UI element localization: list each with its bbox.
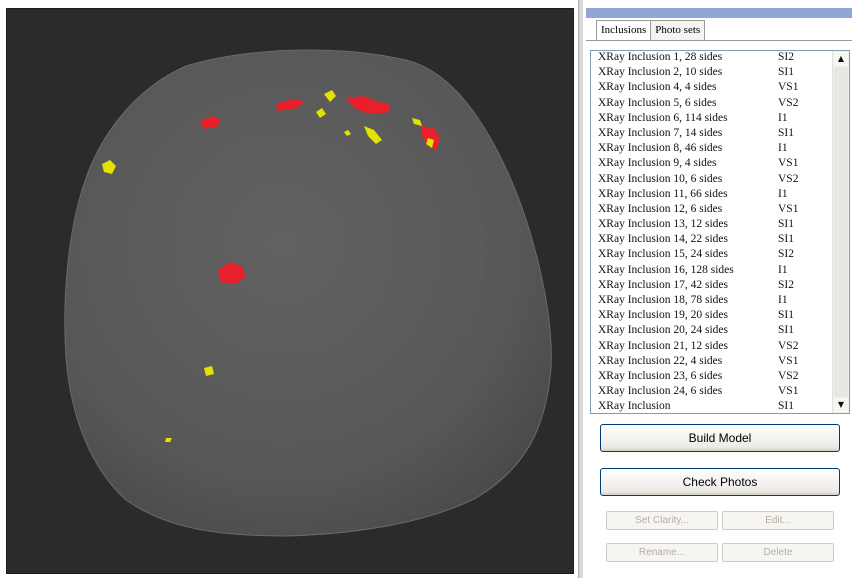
set-clarity-button[interactable]: Set Clarity... [606, 511, 718, 530]
list-item[interactable]: XRay Inclusion 4, 4 sides VS1 [591, 81, 831, 96]
inclusion-name: XRay Inclusion 23, 6 sides [598, 369, 723, 382]
inclusion-grade: SI1 [778, 66, 794, 79]
rename-button[interactable]: Rename... [606, 543, 718, 562]
inclusion-grade: VS1 [778, 81, 799, 94]
inclusion-grade: SI1 [778, 400, 794, 413]
list-item[interactable]: XRay Inclusion 13, 12 sides SI1 [591, 218, 831, 233]
list-item[interactable]: XRay Inclusion 19, 20 sides SI1 [591, 309, 831, 324]
inclusion-name: XRay Inclusion 10, 6 sides [598, 172, 723, 185]
inclusion-name: XRay Inclusion [598, 400, 671, 413]
inclusion-name: XRay Inclusion 17, 42 sides [598, 278, 729, 291]
list-item[interactable]: XRay Inclusion 21, 12 sides VS2 [591, 340, 831, 355]
inclusion-name: XRay Inclusion 22, 4 sides [598, 354, 723, 367]
list-item[interactable]: XRay Inclusion 14, 22 sides SI1 [591, 233, 831, 248]
inclusion-name: XRay Inclusion 4, 4 sides [598, 81, 717, 94]
scroll-down-arrow-icon[interactable]: ▼ [834, 398, 848, 412]
inclusion-grade: I1 [778, 294, 788, 306]
panel-title-bar [586, 8, 852, 18]
inclusion-panel: Inclusions Photo sets XRay Inclusion 1, … [584, 0, 855, 578]
inclusion-grade: SI2 [778, 51, 794, 63]
inclusion-name: XRay Inclusion 16, 128 sides [598, 263, 734, 276]
stone-facet-lines [105, 77, 483, 409]
inclusion-name: XRay Inclusion 15, 24 sides [598, 248, 729, 261]
inclusion-name: XRay Inclusion 20, 24 sides [598, 324, 729, 337]
red-inclusions [201, 96, 440, 284]
list-item[interactable]: XRay Inclusion 8, 46 sides I1 [591, 142, 831, 157]
inclusion-grade: SI2 [778, 278, 794, 291]
check-photos-button[interactable]: Check Photos [600, 468, 840, 496]
list-item[interactable]: XRay Inclusion 15, 24 sides SI2 [591, 248, 831, 263]
inclusion-name: XRay Inclusion 11, 66 sides [598, 187, 728, 200]
list-item[interactable]: XRay Inclusion 12, 6 sides VS1 [591, 203, 831, 218]
list-item[interactable]: XRay Inclusion 2, 10 sides SI1 [591, 66, 831, 81]
inclusion-grade: SI2 [778, 248, 794, 261]
inclusion-name: XRay Inclusion 14, 22 sides [598, 233, 729, 246]
inclusion-grade: VS2 [778, 96, 799, 109]
inclusion-grade: SI1 [778, 233, 794, 246]
stone-model-render[interactable] [6, 8, 574, 574]
list-item[interactable]: XRay Inclusion 6, 114 sides I1 [591, 112, 831, 127]
tab-strip: Inclusions Photo sets [596, 20, 706, 40]
inclusion-grade: I1 [778, 111, 788, 124]
list-item[interactable]: XRay Inclusion 23, 6 sides VS2 [591, 370, 831, 385]
inclusion-name: XRay Inclusion 6, 114 sides [598, 111, 728, 124]
inclusion-grade: SI1 [778, 126, 794, 139]
delete-button[interactable]: Delete [722, 543, 834, 562]
inclusion-grade: I1 [778, 142, 788, 155]
inclusion-name: XRay Inclusion 21, 12 sides [598, 339, 729, 352]
list-item[interactable]: XRay Inclusion 9, 4 sides VS1 [591, 157, 831, 172]
list-item[interactable]: XRay Inclusion 17, 42 sides SI2 [591, 279, 831, 294]
scrollbar-thumb[interactable] [834, 67, 848, 397]
inclusion-grade: VS1 [778, 354, 799, 367]
edit-button[interactable]: Edit... [722, 511, 834, 530]
list-scrollbar[interactable]: ▲ ▼ [832, 51, 849, 413]
inclusion-grade: VS1 [778, 202, 799, 215]
list-item[interactable]: XRay Inclusion 24, 6 sides VS1 [591, 385, 831, 400]
inclusion-grade: I1 [778, 263, 788, 276]
inclusion-name: XRay Inclusion 18, 78 sides [598, 294, 729, 306]
list-item[interactable]: XRay Inclusion 1, 28 sides SI2 [591, 51, 831, 66]
inclusion-name: XRay Inclusion 19, 20 sides [598, 309, 729, 322]
inclusion-name: XRay Inclusion 2, 10 sides [598, 66, 723, 79]
tab-inclusions[interactable]: Inclusions [596, 20, 652, 40]
list-item[interactable]: XRay Inclusion 20, 24 sides SI1 [591, 324, 831, 339]
scroll-up-arrow-icon[interactable]: ▲ [834, 52, 848, 66]
inclusion-grade: VS2 [778, 172, 799, 185]
inclusion-grade: SI1 [778, 218, 794, 231]
inclusion-grade: I1 [778, 187, 788, 200]
list-item[interactable]: XRay Inclusion 22, 4 sides VS1 [591, 355, 831, 370]
list-item[interactable]: XRay Inclusion SI1 [591, 400, 831, 413]
inclusion-name: XRay Inclusion 13, 12 sides [598, 218, 729, 231]
inclusion-name: XRay Inclusion 1, 28 sides [598, 51, 723, 63]
inclusion-name: XRay Inclusion 9, 4 sides [598, 157, 717, 170]
list-item[interactable]: XRay Inclusion 7, 14 sides SI1 [591, 127, 831, 142]
inclusions-list[interactable]: XRay Inclusion 1, 28 sides SI2 XRay Inclus… [590, 50, 850, 414]
build-model-button[interactable]: Build Model [600, 424, 840, 452]
3d-viewport[interactable] [6, 8, 574, 574]
tab-divider [586, 40, 852, 41]
inclusion-name: XRay Inclusion 7, 14 sides [598, 126, 723, 139]
list-item[interactable]: XRay Inclusion 5, 6 sides VS2 [591, 97, 831, 112]
inclusion-grade: SI1 [778, 309, 794, 322]
inclusion-grade: VS2 [778, 339, 799, 352]
inclusion-grade: VS2 [778, 369, 799, 382]
splitter[interactable] [578, 0, 584, 578]
list-item[interactable]: XRay Inclusion 11, 66 sides I1 [591, 188, 831, 203]
inclusion-grade: VS1 [778, 385, 799, 398]
inclusion-name: XRay Inclusion 5, 6 sides [598, 96, 717, 109]
inclusion-grade: SI1 [778, 324, 794, 337]
list-item[interactable]: XRay Inclusion 10, 6 sides VS2 [591, 173, 831, 188]
tab-photo-sets[interactable]: Photo sets [650, 20, 706, 40]
inclusion-name: XRay Inclusion 24, 6 sides [598, 385, 723, 398]
rough-stone-model [64, 49, 552, 537]
list-item[interactable]: XRay Inclusion 18, 78 sides I1 [591, 294, 831, 309]
list-item[interactable]: XRay Inclusion 16, 128 sides I1 [591, 264, 831, 279]
inclusion-name: XRay Inclusion 12, 6 sides [598, 202, 723, 215]
inclusion-grade: VS1 [778, 157, 799, 170]
inclusion-name: XRay Inclusion 8, 46 sides [598, 142, 723, 155]
yellow-inclusions [102, 90, 434, 442]
